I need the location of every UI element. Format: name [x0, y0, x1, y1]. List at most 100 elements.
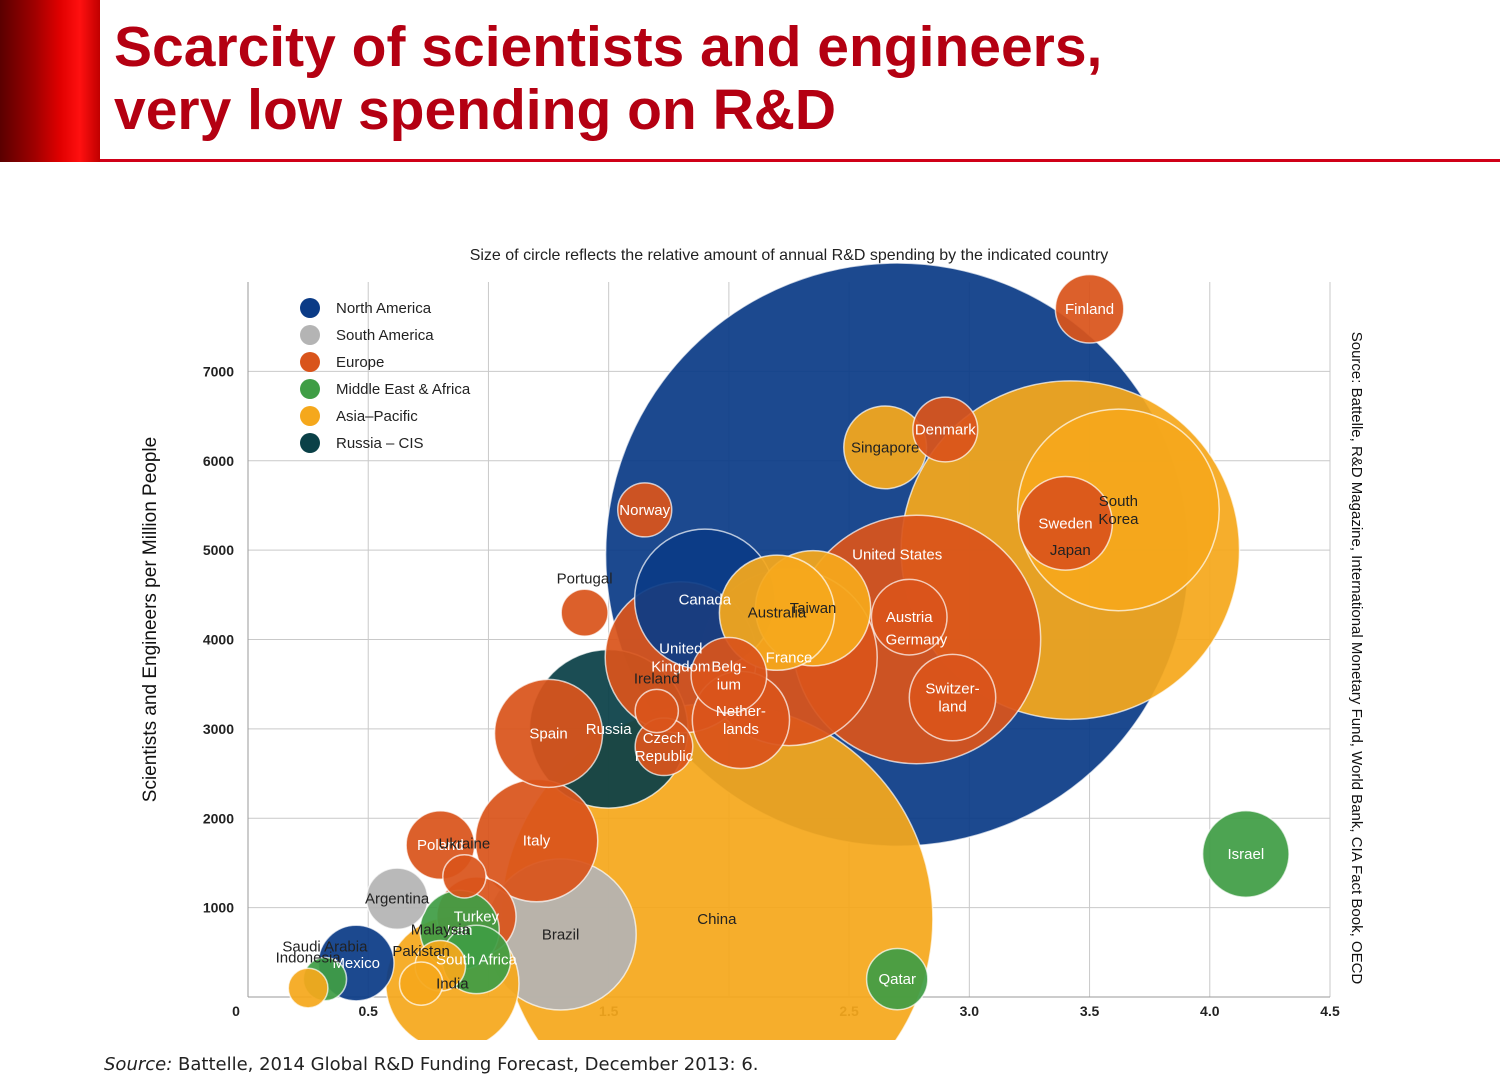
bubble-label-line: Saudi Arabia	[282, 939, 368, 956]
y-tick-label-2000: 2000	[203, 810, 234, 826]
bubble-label-india: India	[436, 976, 469, 993]
bubble-label-malaysia: Malaysia	[411, 922, 471, 939]
bubble-israel	[1201, 810, 1290, 898]
bubble-argentina	[365, 867, 429, 931]
bubble-label-line: Russia	[586, 721, 633, 738]
bubble-label-spain: Spain	[529, 725, 567, 742]
bubble-label-line: Ireland	[634, 670, 680, 687]
bubble-finland	[1054, 273, 1125, 344]
bubble-label-line: China	[697, 911, 737, 928]
x-tick-label-0: 0	[232, 1003, 240, 1019]
bubble-label-line: Norway	[619, 502, 670, 519]
y-tick-label-1000: 1000	[203, 900, 234, 916]
bubble-label-line: Austria	[886, 609, 933, 626]
bubble-label-south-korea: South Korea	[1098, 493, 1139, 528]
bubble-label-line: Israel	[1228, 846, 1265, 863]
bubble-label-singapore: Singapore	[851, 439, 919, 456]
legend-label-asia-pacific: Asia–Pacific	[336, 408, 418, 425]
bubble-label-netherlands: Nether-lands	[716, 703, 766, 738]
bubbles	[287, 262, 1290, 1040]
bubble-label-australia: Australia	[748, 605, 807, 622]
bubble-label-south-africa: South Africa	[436, 951, 518, 968]
legend-marker-north-america	[300, 298, 320, 318]
bubble-label-line: Iran	[447, 922, 473, 939]
bubble-label-germany: Germany	[886, 632, 948, 649]
title-divider	[100, 159, 1500, 162]
bubble-labels: United States China Japan Germany South Korea…	[276, 301, 1265, 993]
bubble-label-france: France	[766, 649, 813, 666]
source-footnote-label: Source:	[104, 1054, 173, 1075]
bubble-label-line: Belg-	[711, 658, 746, 675]
bubble-label-line: Brazil	[542, 926, 580, 943]
bubble-denmark	[912, 396, 979, 463]
bubble-label-line: Poland	[417, 837, 464, 854]
y-tick-label-4000: 4000	[203, 632, 234, 648]
bubble-label-norway: Norway	[619, 502, 670, 519]
bubble-ireland	[634, 688, 680, 734]
y-tick-label-5000: 5000	[203, 542, 234, 558]
bubble-label-ukraine: Ukraine	[439, 836, 491, 853]
bubble-label-line: Korea	[1098, 511, 1139, 528]
bubble-label-united-states: United States	[852, 547, 942, 564]
bubble-label-belgium: Belg-ium	[711, 658, 746, 693]
chart-subtitle: Size of circle reflects the relative amo…	[470, 247, 1109, 264]
bubble-label-line: Argentina	[365, 891, 430, 908]
bubble-sweden	[1017, 475, 1114, 571]
bubble-label-qatar: Qatar	[878, 971, 916, 988]
legend-marker-asia-pacific	[300, 406, 320, 426]
bubble-label-pakistan: Pakistan	[392, 943, 450, 960]
bubble-label-austria: Austria	[886, 609, 933, 626]
bubble-label-line: France	[766, 649, 813, 666]
bubble-label-line: India	[436, 976, 469, 993]
title-line-2: very low spending on R&D	[114, 78, 837, 142]
bubble-label-line: land	[938, 699, 966, 716]
bubble-label-line: Finland	[1065, 301, 1114, 318]
x-tick-label-3-0: 3.0	[960, 1003, 980, 1019]
bubble-label-line: South Africa	[436, 951, 518, 968]
bubble-label-line: Spain	[529, 725, 567, 742]
legend-marker-russia-cis	[300, 433, 320, 453]
bubble-label-poland: Poland	[417, 837, 464, 854]
bubble-label-italy: Italy	[523, 833, 551, 850]
bubble-label-line: Germany	[886, 632, 948, 649]
bubble-label-line: Turkey	[454, 909, 500, 926]
y-axis-title: Scientists and Engineers per Million Peo…	[140, 437, 161, 802]
bubble-label-japan: Japan	[1050, 542, 1091, 559]
legend-label-russia-cis: Russia – CIS	[336, 435, 424, 452]
bubble-label-indonesia: Indonesia	[276, 949, 342, 966]
bubble-label-china: China	[697, 911, 737, 928]
legend-label-north-america: North America	[336, 300, 432, 317]
bubble-portugal	[560, 588, 609, 637]
bubble-belgium	[690, 636, 768, 714]
title-accent-bar	[0, 0, 100, 162]
bubble-austria	[870, 578, 948, 656]
bubble-label-denmark: Denmark	[915, 421, 976, 438]
bubble-label-line: Pakistan	[392, 943, 450, 960]
bubble-label-line: Japan	[1050, 542, 1091, 559]
legend-label-europe: Europe	[336, 354, 384, 371]
x-tick-label-3-5: 3.5	[1080, 1003, 1100, 1019]
legend-label-middle-east-africa: Middle East & Africa	[336, 381, 471, 398]
legend: North America South America Europe Middle E…	[300, 298, 471, 453]
bubble-chart: Size of circle reflects the relative amo…	[140, 247, 1365, 1040]
source-footnote-text: Battelle, 2014 Global R&D Funding Foreca…	[172, 1054, 759, 1075]
legend-marker-europe	[300, 352, 320, 372]
bubble-australia	[718, 554, 836, 672]
bubble-label-russia: Russia	[586, 721, 633, 738]
bubble-label-line: Mexico	[332, 955, 380, 972]
bubble-label-line: United	[659, 640, 702, 657]
legend-label-south-america: South America	[336, 327, 434, 344]
bubble-label-sweden: Sweden	[1038, 515, 1092, 532]
bubble-label-argentina: Argentina	[365, 891, 430, 908]
title-line-1: Scarcity of scientists and engineers,	[114, 15, 1103, 79]
bubble-label-mexico: Mexico	[332, 955, 380, 972]
bubble-label-ireland: Ireland	[634, 670, 680, 687]
bubble-norway	[616, 482, 673, 538]
bubble-label-brazil: Brazil	[542, 926, 580, 943]
bubble-label-line: Nether-	[716, 703, 766, 720]
bubble-label-czech-republic: Czech Republic	[635, 730, 694, 765]
bubble-label-line: Malaysia	[411, 922, 471, 939]
bubble-label-finland: Finland	[1065, 301, 1114, 318]
bubble-label-line: lands	[723, 721, 759, 738]
bubble-label-line: Italy	[523, 833, 551, 850]
